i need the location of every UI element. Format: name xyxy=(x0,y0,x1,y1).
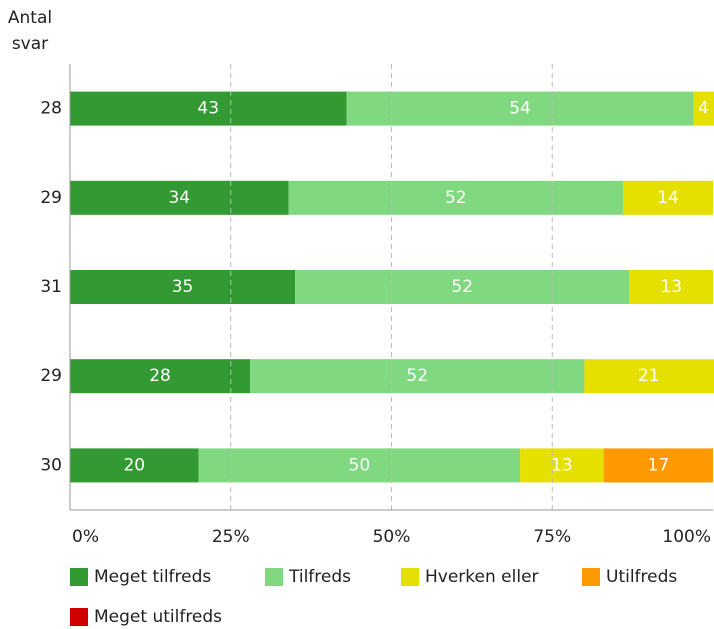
value-label: 4 xyxy=(698,99,709,119)
legend-label: Tilfreds xyxy=(288,567,351,587)
value-label: 17 xyxy=(648,455,670,475)
bar-segment xyxy=(622,180,713,215)
x-tick-label: 25% xyxy=(212,527,250,547)
bar-segment xyxy=(346,91,694,126)
value-label: 13 xyxy=(660,277,682,297)
legend-label: Meget tilfreds xyxy=(94,567,211,587)
bar-segment xyxy=(584,359,714,394)
y-tick-label: 29 xyxy=(40,366,62,386)
bar-segment xyxy=(295,270,630,304)
bar-segment xyxy=(288,180,623,215)
bar-segment xyxy=(629,270,713,304)
y-tick-label: 31 xyxy=(40,277,62,297)
legend-label: Hverken eller xyxy=(425,567,539,587)
value-label: 21 xyxy=(638,366,660,386)
legend-swatch xyxy=(401,568,419,586)
bar-segment xyxy=(520,448,604,483)
x-tick-label: 50% xyxy=(373,527,411,547)
value-label: 52 xyxy=(445,188,467,208)
legend-label: Meget utilfreds xyxy=(94,607,222,627)
x-tick-label: 75% xyxy=(533,527,571,547)
bar-segment xyxy=(70,180,289,215)
value-label: 14 xyxy=(657,188,679,208)
value-label: 35 xyxy=(172,277,194,297)
bar-segment xyxy=(198,448,521,483)
y-axis-label: svar xyxy=(12,34,48,54)
value-label: 43 xyxy=(197,99,219,119)
bar-segment xyxy=(693,91,714,126)
x-tick-label: 0% xyxy=(72,527,99,547)
legend-swatch xyxy=(70,568,88,586)
bar-segment xyxy=(603,448,713,483)
bar-segment xyxy=(250,359,585,394)
bar-segment xyxy=(70,270,296,304)
value-label: 20 xyxy=(123,455,145,475)
value-label: 28 xyxy=(149,366,171,386)
value-label: 13 xyxy=(551,455,573,475)
legend-swatch xyxy=(265,568,283,586)
bar-segment xyxy=(70,448,199,483)
value-label: 52 xyxy=(406,366,428,386)
legend-swatch xyxy=(70,608,88,626)
y-tick-label: 29 xyxy=(40,188,62,208)
legend-label: Utilfreds xyxy=(606,567,677,587)
value-label: 34 xyxy=(168,188,190,208)
bar-segment xyxy=(70,91,347,126)
x-tick-label: 100% xyxy=(662,527,711,547)
value-label: 52 xyxy=(451,277,473,297)
legend-swatch xyxy=(582,568,600,586)
y-tick-label: 28 xyxy=(40,99,62,119)
bar-segment xyxy=(70,359,251,394)
plot: 43 54 4 34 52 14 35 52 13 28 52 21 20 50 13 17 xyxy=(70,91,714,483)
value-label: 54 xyxy=(509,99,531,119)
y-axis-label: Antal xyxy=(8,8,52,28)
y-tick-label: 30 xyxy=(40,455,62,475)
value-label: 50 xyxy=(349,455,371,475)
